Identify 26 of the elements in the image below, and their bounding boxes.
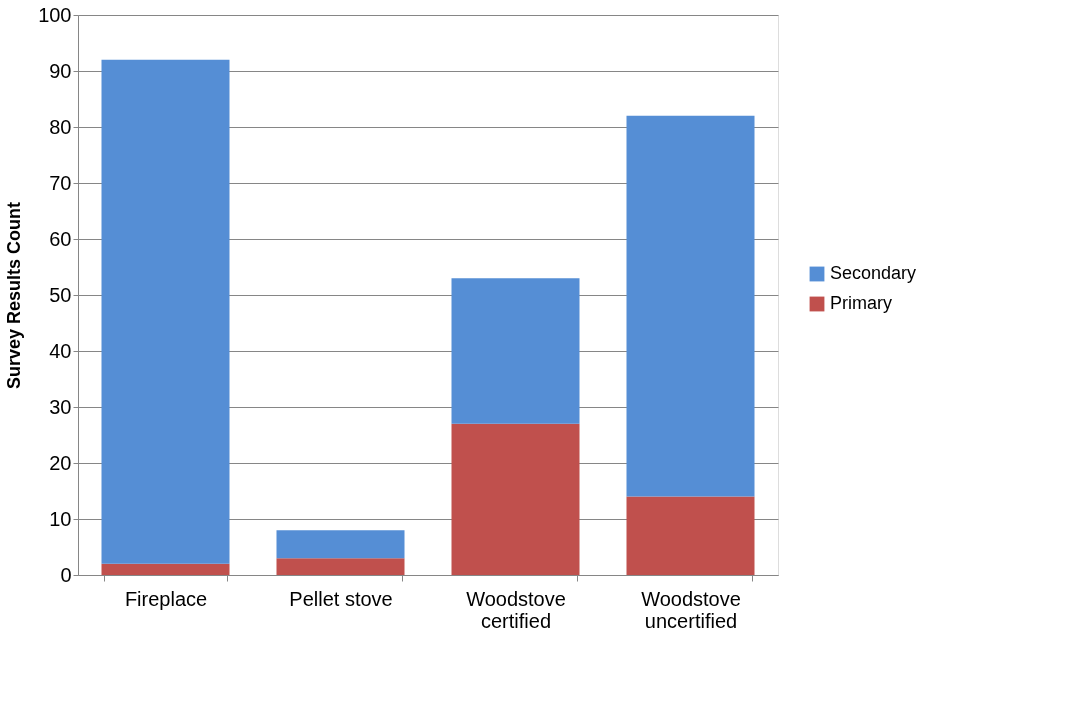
legend-label: Primary <box>830 293 892 313</box>
y-tick-label: 40 <box>49 339 72 362</box>
bar <box>626 496 755 575</box>
x-tick-label: Woodstove certified <box>466 587 566 632</box>
bar <box>451 423 580 575</box>
bar <box>276 530 405 559</box>
y-tick-label: 20 <box>49 451 72 474</box>
y-tick-label: 100 <box>38 3 72 26</box>
y-tick-label: 50 <box>49 283 72 306</box>
legend-label: Secondary <box>830 263 917 283</box>
y-tick-label: 90 <box>49 59 72 82</box>
y-tick-label: 10 <box>49 507 72 530</box>
y-tick-label: 80 <box>49 115 72 138</box>
x-tick-label: Pellet stove <box>289 587 393 610</box>
bar <box>101 563 230 575</box>
bar <box>276 558 405 575</box>
bar <box>626 115 755 497</box>
bar <box>451 278 580 424</box>
y-axis-title: Survey Results Count <box>4 201 25 390</box>
y-tick-label: 60 <box>49 227 72 250</box>
y-tick-label: 0 <box>60 563 72 586</box>
y-tick-label: 70 <box>49 171 72 194</box>
y-tick-label: 30 <box>49 395 72 418</box>
x-tick-label: Woodstove uncertified <box>641 587 741 632</box>
bar <box>101 59 230 564</box>
x-tick-label: Fireplace <box>124 587 208 610</box>
